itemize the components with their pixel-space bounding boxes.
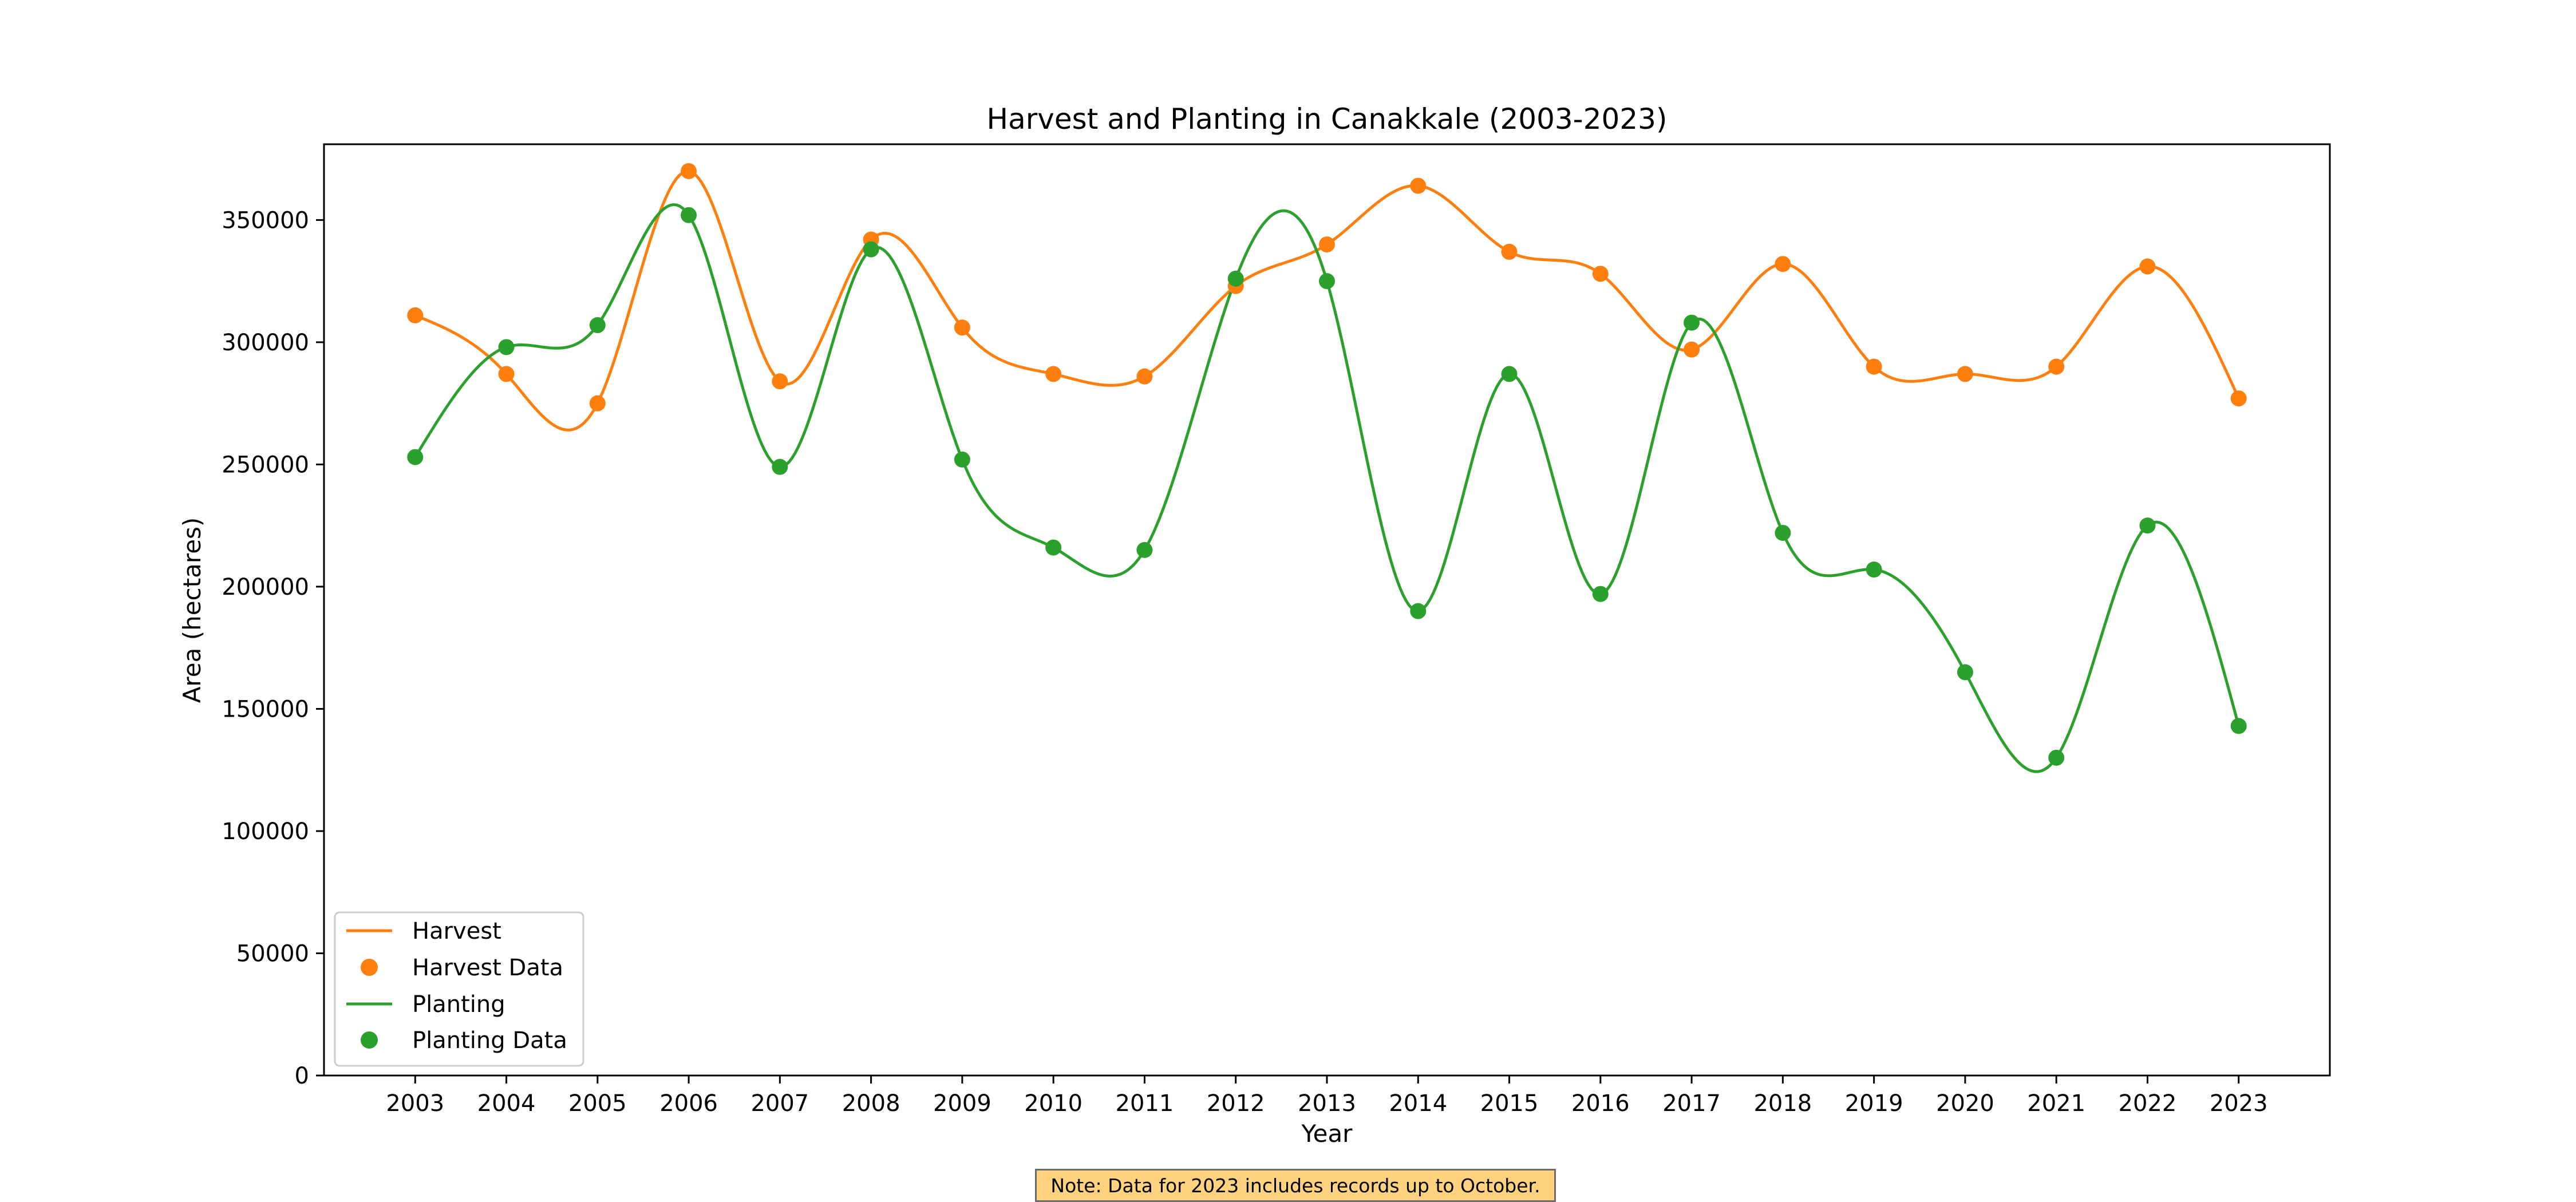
legend-planting-data-label: Planting Data	[412, 1027, 567, 1054]
x-tick-label: 2016	[1571, 1090, 1630, 1117]
y-axis-label: Area (hectares)	[178, 517, 206, 703]
planting-data-point	[1410, 603, 1427, 619]
y-axis: 0 50000 100000 150000 200000 250000 300000 3500…	[222, 207, 324, 1089]
harvest-data-point	[1592, 266, 1609, 282]
y-tick-label: 250000	[222, 452, 309, 478]
planting-data-point	[1957, 664, 1973, 681]
x-tick-label: 2015	[1480, 1090, 1539, 1117]
harvest-data-point	[1684, 341, 1700, 358]
y-tick-label: 100000	[222, 819, 309, 845]
planting-series-line	[414, 203, 2241, 773]
x-tick-label: 2011	[1116, 1090, 1174, 1117]
harvest-data-point	[2139, 258, 2156, 275]
x-tick-label: 2006	[659, 1090, 718, 1117]
legend: Harvest Harvest Data Planting Planting D…	[334, 911, 584, 1067]
harvest-data-point	[1957, 366, 1973, 382]
harvest-data-point	[1775, 256, 1791, 272]
x-tick-label: 2013	[1298, 1090, 1356, 1117]
harvest-data-point	[1410, 177, 1427, 194]
planting-data-point	[1136, 541, 1153, 558]
planting-data-point	[1775, 524, 1791, 541]
data-note: Note: Data for 2023 includes records up …	[1035, 1169, 1556, 1202]
harvest-data-point	[954, 319, 970, 336]
harvest-data-point	[407, 307, 424, 323]
harvest-data-point	[589, 395, 606, 412]
planting-data-point	[863, 241, 879, 258]
planting-data-point	[1684, 314, 1700, 331]
planting-data-point	[772, 458, 788, 475]
x-tick-label: 2018	[1753, 1090, 1812, 1117]
y-tick-label: 0	[295, 1063, 309, 1089]
x-tick-label: 2007	[750, 1090, 809, 1117]
y-tick-label: 200000	[222, 574, 309, 600]
planting-data-point	[498, 339, 515, 355]
legend-harvest-label: Harvest	[412, 918, 501, 944]
planting-data-point	[954, 451, 970, 468]
x-tick-label: 2019	[1845, 1090, 1903, 1117]
x-tick-label: 2021	[2027, 1090, 2085, 1117]
y-tick-label: 50000	[236, 940, 309, 967]
x-tick-label: 2012	[1207, 1090, 1265, 1117]
harvest-data-point	[2048, 358, 2065, 375]
harvest-data-point	[498, 366, 515, 382]
planting-data-point	[1501, 366, 1518, 382]
x-tick-label: 2017	[1662, 1090, 1721, 1117]
chart-title: Harvest and Planting in Canakkale (2003-…	[987, 102, 1668, 136]
planting-data-point	[681, 207, 697, 223]
y-tick-label: 150000	[222, 696, 309, 722]
planting-data-point	[1592, 586, 1609, 602]
harvest-data-point	[1319, 236, 1335, 253]
x-tick-label: 2003	[386, 1090, 444, 1117]
x-tick-label: 2023	[2210, 1090, 2268, 1117]
planting-data-point	[407, 449, 424, 465]
planting-data-point	[1227, 270, 1244, 287]
x-tick-label: 2010	[1024, 1090, 1082, 1117]
x-axis-label: Year	[1301, 1120, 1353, 1148]
x-tick-label: 2004	[477, 1090, 536, 1117]
x-tick-label: 2022	[2119, 1090, 2177, 1117]
legend-planting-marker-swatch	[361, 1031, 378, 1049]
x-axis: 2003 2004 2005 2006 2007 2008 2009 2010 2011 2012…	[386, 1076, 2268, 1117]
x-tick-label: 2005	[568, 1090, 627, 1117]
legend-planting-label: Planting	[412, 991, 505, 1018]
planting-data-point	[2048, 749, 2065, 766]
harvest-data-point	[681, 163, 697, 179]
harvest-data-point	[1501, 243, 1518, 260]
x-tick-label: 2020	[1936, 1090, 1994, 1117]
harvest-data-point	[1045, 366, 1062, 382]
x-tick-label: 2008	[842, 1090, 900, 1117]
planting-data-point	[1045, 539, 1062, 556]
planting-data-point	[1866, 562, 1882, 578]
planting-data-point	[2230, 718, 2247, 734]
planting-data-point	[2139, 517, 2156, 534]
y-tick-label: 300000	[222, 330, 309, 356]
harvest-data-point	[1136, 368, 1153, 385]
harvest-data-point	[1866, 358, 1882, 375]
x-tick-label: 2014	[1389, 1090, 1447, 1117]
planting-data-point	[589, 317, 606, 334]
y-tick-label: 350000	[222, 207, 309, 234]
harvest-data-point	[772, 373, 788, 390]
legend-harvest-data-label: Harvest Data	[412, 955, 563, 981]
legend-frame	[334, 911, 584, 1067]
planting-data-point	[1319, 273, 1335, 290]
harvest-data-point	[2230, 390, 2247, 407]
legend-harvest-marker-swatch	[361, 959, 378, 976]
x-tick-label: 2009	[933, 1090, 991, 1117]
